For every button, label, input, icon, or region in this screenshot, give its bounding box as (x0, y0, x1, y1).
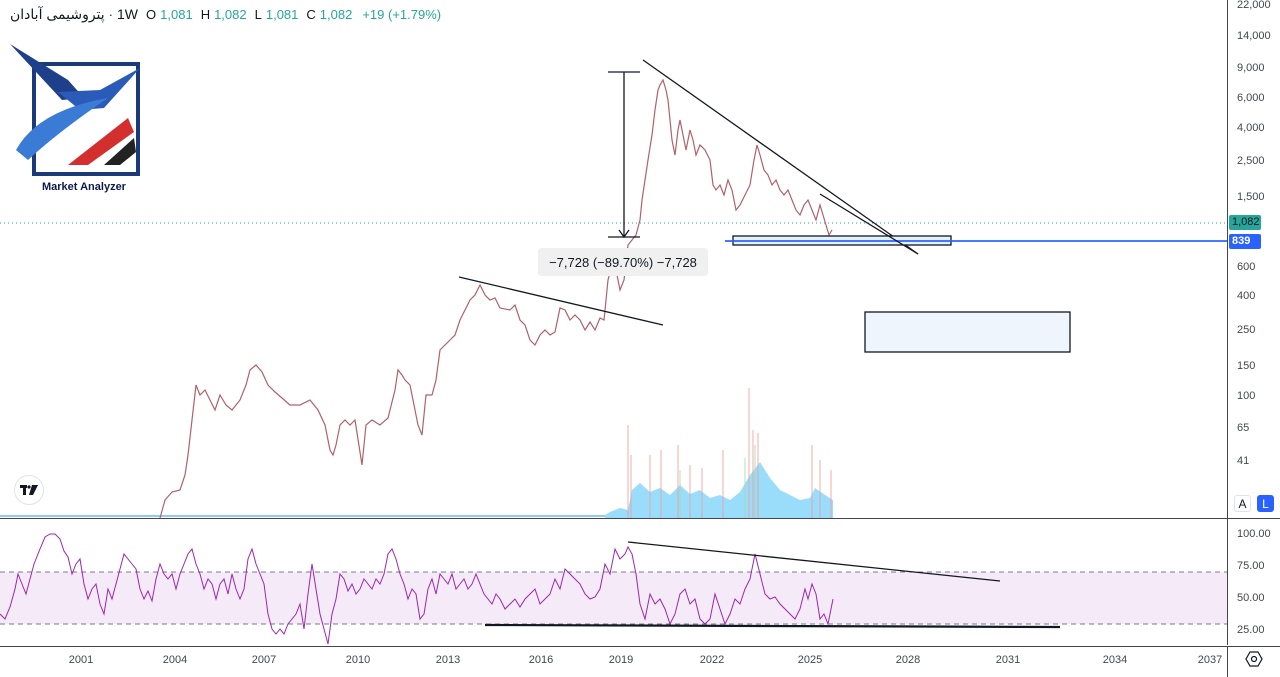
time-tick: 2028 (895, 654, 921, 666)
time-tick: 2025 (797, 654, 823, 666)
market-analyzer-logo (8, 40, 148, 200)
price-series (159, 78, 833, 518)
time-tick: 2010 (345, 654, 371, 666)
open-value: 1,081 (160, 7, 193, 22)
price-tick: 400 (1237, 290, 1256, 302)
high-label: H (200, 7, 211, 22)
price-chart-canvas (0, 59, 1227, 518)
symbol-legend[interactable]: پتروشیمی آبادان · 1W O 1,081 H 1,082 L 1,08… (10, 6, 441, 23)
level-price-tag: 839 (1229, 234, 1261, 249)
time-tick: 2004 (162, 654, 188, 666)
price-pane[interactable]: پتروشیمی آبادان · 1W O 1,081 H 1,082 L 1,08… (0, 0, 1227, 518)
high-value: 1,082 (214, 7, 247, 22)
rsi-tick: 25.00 (1237, 624, 1265, 636)
price-tick: 14,000 (1237, 30, 1271, 42)
rsi-band (0, 572, 1227, 624)
low-value: 1,081 (265, 7, 299, 22)
log-scale-button[interactable]: L (1257, 495, 1274, 512)
price-tick: 100 (1237, 390, 1256, 402)
time-tick: 2007 (251, 654, 277, 666)
interval-label[interactable]: 1W (117, 6, 139, 22)
legend-separator: · (108, 7, 114, 22)
time-tick: 2034 (1102, 654, 1128, 666)
time-tick: 2001 (68, 654, 94, 666)
volume-ma-area (605, 462, 833, 518)
close-label: C (306, 7, 316, 22)
time-tick: 2013 (435, 654, 461, 666)
rsi-tick: 75.00 (1237, 560, 1265, 572)
trendline-descending-upper (642, 59, 919, 255)
time-tick: 2019 (608, 654, 634, 666)
tradingview-logo[interactable] (14, 475, 44, 505)
volume-bars (627, 388, 832, 518)
price-tick: 22,000 (1237, 0, 1271, 11)
rsi-trendline-upper (627, 541, 1001, 582)
time-tick: 2022 (699, 654, 725, 666)
measure-label[interactable]: −7,728 (−89.70%) −7,728 (538, 248, 708, 276)
pane-divider[interactable] (0, 518, 1280, 519)
price-tick: 6,000 (1237, 92, 1265, 104)
price-axis[interactable]: 22,000 14,000 9,000 6,000 4,000 2,500 1,… (1227, 0, 1280, 518)
rsi-line (0, 533, 834, 645)
rsi-tick: 50.00 (1237, 592, 1265, 604)
price-tick: 4,000 (1237, 122, 1265, 134)
trendline-descending-mid (458, 276, 664, 326)
price-tick: 1,500 (1237, 191, 1265, 203)
rsi-tick: 100.00 (1237, 528, 1271, 540)
auto-scale-button[interactable]: A (1234, 495, 1251, 512)
price-tick: 9,000 (1237, 62, 1265, 74)
price-tick: 150 (1237, 360, 1256, 372)
time-axis[interactable]: 2001 2004 2007 2010 2013 2016 2019 2022 … (0, 646, 1227, 677)
low-label: L (254, 7, 262, 22)
price-tick: 41 (1237, 455, 1250, 467)
tv-icon (20, 485, 38, 495)
time-tick: 2037 (1197, 654, 1223, 666)
brand-text: Market Analyzer (42, 181, 126, 193)
price-tick: 250 (1237, 324, 1256, 336)
close-value: 1,082 (319, 7, 353, 22)
open-label: O (146, 7, 157, 22)
time-tick: 2031 (995, 654, 1021, 666)
chart-settings-icon[interactable] (1245, 650, 1263, 668)
target-zone-rect (864, 311, 1071, 353)
price-tick: 65 (1237, 422, 1250, 434)
current-price-tag: 1,082 (1229, 215, 1261, 230)
change-value: +19 (+1.79%) (362, 7, 442, 22)
axis-corner (1227, 646, 1280, 677)
price-tick: 600 (1237, 261, 1256, 273)
rsi-axis[interactable]: 100.00 75.00 50.00 25.00 (1227, 519, 1280, 645)
time-tick: 2016 (528, 654, 554, 666)
price-tick: 2,500 (1237, 155, 1265, 167)
rsi-trendline-lower (484, 623, 1061, 629)
rsi-pane[interactable] (0, 519, 1227, 645)
symbol-name[interactable]: پتروشیمی آبادان (10, 6, 105, 22)
rsi-chart-canvas (0, 533, 1227, 645)
